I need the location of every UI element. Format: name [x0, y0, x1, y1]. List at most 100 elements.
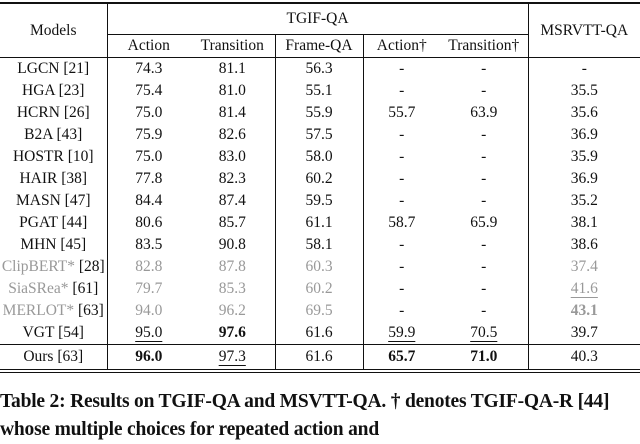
value-text: -: [399, 60, 405, 77]
value-text: 57.5: [305, 126, 333, 143]
value-cell: 38.1: [527, 212, 640, 234]
value-cell: 79.7: [106, 278, 190, 300]
value-cell: 35.9: [527, 146, 640, 168]
value-text: 61.6: [305, 324, 333, 341]
value-cell: 55.1: [274, 80, 363, 102]
value-text: 38.1: [570, 214, 598, 231]
value-text: 58.7: [388, 214, 416, 231]
value-cell: 58.1: [274, 234, 363, 256]
citation: [38]: [61, 170, 88, 187]
value-cell: 59.5: [274, 190, 363, 212]
value-cell: 82.8: [106, 256, 190, 278]
model-name: ClipBERT* [28]: [0, 256, 107, 278]
value-text: -: [481, 192, 487, 209]
value-cell: -: [440, 124, 528, 146]
model-name: HAIR [38]: [0, 168, 107, 190]
value-text: 85.7: [218, 214, 246, 231]
table-row: SiaSRea* [61] 79.7 85.3 60.2 - - 41.6: [0, 278, 640, 300]
table-row: HAIR [38] 77.8 82.3 60.2 - - 36.9: [0, 168, 640, 190]
value-cell: 81.1: [190, 58, 275, 81]
model-name: SiaSRea* [61]: [0, 278, 107, 300]
model-label: MASN: [16, 192, 61, 209]
citation: [10]: [67, 148, 94, 165]
value-text: 65.9: [470, 214, 498, 231]
value-text: 35.6: [570, 104, 598, 121]
citation: [61]: [72, 280, 99, 297]
value-cell: -: [440, 190, 528, 212]
value-text: 85.3: [218, 280, 246, 297]
value-cell: -: [362, 256, 440, 278]
value-text: 80.6: [135, 214, 163, 231]
value-text: 58.1: [305, 236, 333, 253]
table-row: MASN [47] 84.4 87.4 59.5 - - 35.2: [0, 190, 640, 212]
table-row: HGA [23] 75.4 81.0 55.1 - - 35.5: [0, 80, 640, 102]
value-text: 81.4: [218, 104, 246, 121]
value-cell: -: [362, 80, 440, 102]
value-text: -: [481, 148, 487, 165]
value-text: -: [481, 302, 487, 319]
value-cell: 35.6: [527, 102, 640, 124]
value-cell: 70.5: [440, 322, 528, 345]
value-text: 97.6: [218, 324, 246, 341]
value-text: 75.0: [135, 104, 163, 121]
value-cell: 94.0: [106, 300, 190, 322]
value-text: 96.0: [135, 348, 163, 365]
value-cell: -: [440, 168, 528, 190]
value-cell: 61.1: [274, 212, 363, 234]
model-label: MHN: [20, 236, 57, 253]
value-cell: -: [362, 146, 440, 168]
value-text: 35.9: [570, 148, 598, 165]
value-text: 61.6: [305, 348, 333, 365]
value-text: 55.1: [305, 82, 333, 99]
value-text: -: [481, 170, 487, 187]
table-caption: Table 2: Results on TGIF-QA and MSVTT-QA…: [0, 391, 610, 440]
value-text: 82.8: [135, 258, 163, 275]
citation: [21]: [63, 60, 90, 77]
model-name: VGT [54]: [0, 322, 107, 345]
value-text: -: [399, 126, 405, 143]
value-cell: -: [440, 58, 528, 81]
value-text: -: [399, 258, 405, 275]
value-cell: 97.6: [190, 322, 275, 345]
value-text: 59.9: [388, 324, 416, 341]
value-text: -: [581, 60, 587, 77]
value-cell: 57.5: [274, 124, 363, 146]
model-label: PGAT: [19, 214, 58, 231]
value-text: 36.9: [570, 126, 598, 143]
value-text: -: [481, 126, 487, 143]
header-action: Action: [106, 34, 190, 58]
value-text: -: [481, 236, 487, 253]
value-text: 56.3: [305, 60, 333, 77]
model-name: LGCN [21]: [0, 58, 107, 81]
value-text: -: [399, 236, 405, 253]
model-name: MERLOT* [63]: [0, 300, 107, 322]
citation: [43]: [56, 126, 83, 143]
value-cell: 43.1: [527, 300, 640, 322]
value-cell: 60.2: [274, 168, 363, 190]
value-cell: -: [362, 124, 440, 146]
value-cell: 55.9: [274, 102, 363, 124]
value-text: 70.5: [470, 324, 498, 341]
value-text: 75.9: [135, 126, 163, 143]
value-text: -: [481, 258, 487, 275]
value-text: 61.1: [305, 214, 333, 231]
value-text: -: [399, 148, 405, 165]
value-cell: 58.0: [274, 146, 363, 168]
table-row: HOSTR [10] 75.0 83.0 58.0 - - 35.9: [0, 146, 640, 168]
value-cell: 69.5: [274, 300, 363, 322]
citation: [28]: [78, 258, 105, 275]
value-cell: 40.3: [527, 344, 640, 373]
value-text: 41.6: [570, 280, 598, 297]
value-text: 69.5: [305, 302, 333, 319]
value-text: 60.2: [305, 170, 333, 187]
value-cell: 95.0: [106, 322, 190, 345]
value-cell: 84.4: [106, 190, 190, 212]
citation: [26]: [63, 104, 90, 121]
value-text: 81.0: [218, 82, 246, 99]
table-row: ClipBERT* [28] 82.8 87.8 60.3 - - 37.4: [0, 256, 640, 278]
value-text: 60.2: [305, 280, 333, 297]
model-name: HOSTR [10]: [0, 146, 107, 168]
value-text: 81.1: [218, 60, 246, 77]
header-frame-qa: Frame-QA: [274, 34, 363, 58]
value-text: -: [399, 82, 405, 99]
